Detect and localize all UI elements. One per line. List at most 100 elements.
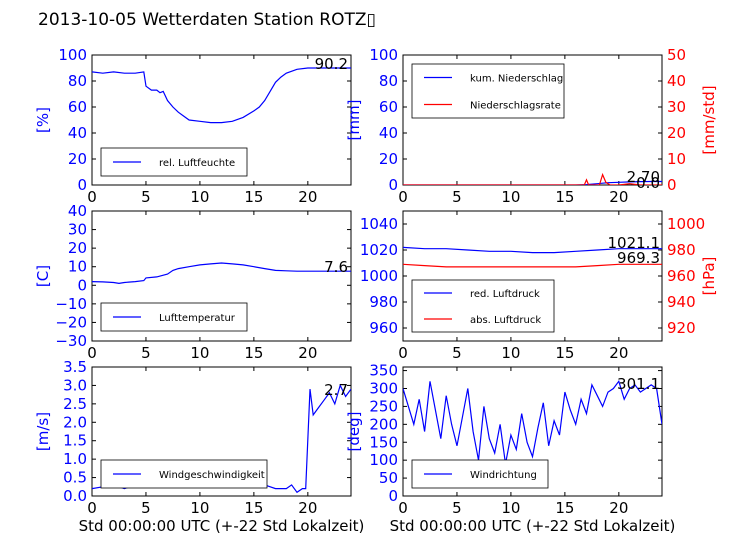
y-tick-label: 3.5 [63,358,87,376]
value-readout: 90.2 [315,55,348,73]
x-axis-label: Std 00:00:00 UTC (+-22 Std Lokalzeit) [79,517,365,535]
y2-tick-label: 980 [667,241,696,259]
y-axis-label: [C] [34,265,52,287]
y-tick-label: 50 [379,469,398,487]
x-tick-label: 10 [501,499,520,517]
value-readout: 1021.1 [608,234,661,252]
y-tick-label: 1020 [360,241,398,259]
y-tick-label: 2.5 [63,395,87,413]
y-tick-label: 0 [77,176,87,194]
y-tick-label: 1.5 [63,432,87,450]
x-tick-label: 15 [244,344,263,362]
x-tick-label: 10 [190,188,209,206]
y-tick-label: 30 [68,221,87,239]
x-tick-label: 20 [298,188,317,206]
y-tick-label: 20 [68,239,87,257]
y-tick-label: 250 [369,397,398,415]
y2-tick-label: 30 [667,98,686,116]
y-tick-label: 0 [388,487,398,505]
y-tick-label: −30 [55,332,87,350]
y-tick-label: 960 [369,319,398,337]
x-tick-label: 20 [298,344,317,362]
y-tick-label: 40 [68,124,87,142]
x-tick-label: 0 [87,344,97,362]
y2-tick-label: 10 [667,150,686,168]
x-tick-label: 20 [298,499,317,517]
y2-tick-label: 0 [667,176,677,194]
x-tick-label: 0 [398,188,408,206]
y-tick-label: −10 [55,295,87,313]
y-tick-label: 100 [369,451,398,469]
y-tick-label: 2.0 [63,413,87,431]
chart-panel-3: 0 5 10 15 20−30−20−10010203040[C]Lufttempera… [34,202,352,362]
y-tick-label: 1040 [360,215,398,233]
series-line-1 [92,262,351,285]
legend: rel. Luftfeuchte [100,147,248,177]
legend-label: abs. Luftdruck [470,315,541,326]
legend-label: red. Luftdruck [470,289,540,300]
y-tick-label: 20 [379,150,398,168]
y-tick-label: 3.0 [63,376,87,394]
y-axis-label: [%] [34,107,52,133]
x-tick-label: 0 [398,499,408,517]
legend-label: Niederschlagsrate [470,101,561,112]
y-tick-label: 60 [379,98,398,116]
y-tick-label: 40 [68,202,87,220]
y-tick-label: 40 [379,124,398,142]
x-tick-label: 0 [87,188,97,206]
x-tick-label: 20 [609,344,628,362]
chart-panel-5: 0 5 10 15 20 0.00.51.01.52.02.53.03.5 [m/s] Std… [34,358,364,535]
y-tick-label: 80 [68,72,87,90]
series-line-1 [403,246,662,254]
y2-tick-label: 940 [667,293,696,311]
y-tick-label: 200 [369,415,398,433]
x-tick-label: 20 [609,188,628,206]
x-tick-label: 15 [555,344,574,362]
y-tick-label: 0 [388,176,398,194]
y-tick-label: 300 [369,380,398,398]
x-tick-label: 10 [501,188,520,206]
legend: Windrichtung [411,459,549,489]
y-tick-label: 0.0 [63,487,87,505]
legend: kum. Niederschlag Niederschlagsrate [411,63,565,119]
y-tick-label: 1.0 [63,450,87,468]
y-tick-label: 100 [58,46,87,64]
y-tick-label: 100 [369,46,398,64]
x-tick-label: 0 [398,344,408,362]
legend-box [411,63,565,119]
plot-frame [91,54,352,186]
plot-frame [402,366,663,497]
chart-panel-1: 0 5 10 15 20 0 20 40 60 80 100 [%] rel. Luftfeuchte 9… [34,46,352,206]
legend: red. Luftdruck abs. Luftdruck [411,279,555,333]
y2-tick-label: 40 [667,72,686,90]
legend: Lufttemperatur [100,302,248,332]
legend-label: Lufttemperatur [159,313,236,324]
y2-tick-label: 20 [667,124,686,142]
x-tick-label: 10 [190,499,209,517]
x-tick-label: 5 [452,188,462,206]
y2-tick-label: 50 [667,46,686,64]
value-readout: 969.3 [617,249,660,267]
x-tick-label: 15 [555,499,574,517]
value-readout: 7.6 [324,258,348,276]
y-tick-label: 1000 [360,267,398,285]
y-axis-label: [deg] [345,412,363,452]
series-line-1 [403,379,662,464]
series-line-2 [403,172,662,185]
legend: Windgeschwindigkeit [100,459,268,489]
x-tick-label: 15 [244,499,263,517]
x-tick-label: 5 [452,344,462,362]
x-tick-label: 5 [141,188,151,206]
plot-frame [91,210,352,342]
y2-tick-label: 920 [667,319,696,337]
value-readout: 301.1 [617,375,660,393]
legend-box [411,279,555,333]
series-line-2 [403,263,662,268]
x-axis-label: Std 00:00:00 UTC (+-22 Std Lokalzeit) [390,517,676,535]
y-tick-label: 80 [379,72,398,90]
x-tick-label: 5 [141,344,151,362]
y-tick-label: 10 [68,258,87,276]
y-tick-label: 150 [369,433,398,451]
